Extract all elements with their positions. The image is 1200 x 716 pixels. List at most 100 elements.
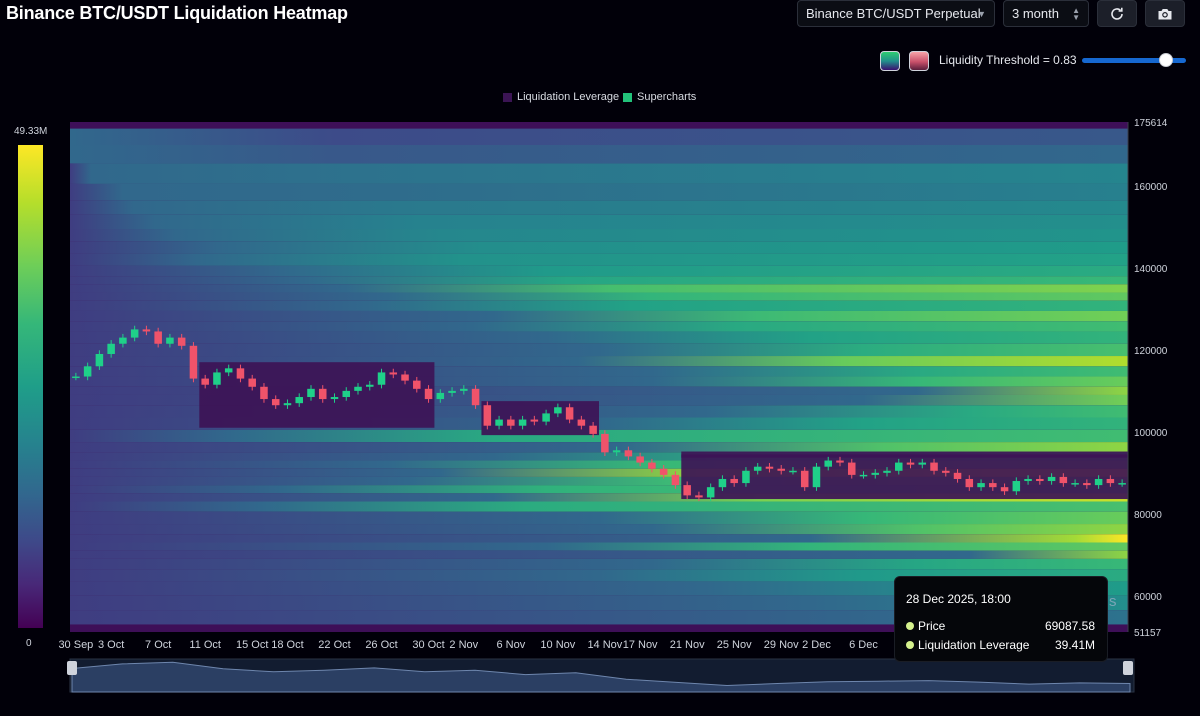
liquidation-band xyxy=(70,276,1128,285)
legend-swatch xyxy=(623,92,632,102)
liquidation-band xyxy=(70,300,1128,311)
candle-body xyxy=(1036,478,1044,482)
x-tick-label: 22 Oct xyxy=(318,639,350,651)
x-tick-label: 7 Oct xyxy=(145,639,171,651)
candle-body xyxy=(436,392,445,400)
liquidated-zone xyxy=(199,362,435,428)
candle-body xyxy=(1012,481,1021,492)
exchange-select-value: Binance BTC/USDT Perpetual xyxy=(806,6,981,21)
liquidation-band xyxy=(70,468,1128,477)
liquidation-band xyxy=(70,485,1128,494)
candle-body xyxy=(812,466,821,488)
screenshot-button[interactable] xyxy=(1145,0,1185,27)
candle-body xyxy=(1094,478,1103,486)
candle-body xyxy=(895,462,903,471)
range-select[interactable]: 3 month ▲ ▼ xyxy=(1003,0,1089,27)
liquidated-zone xyxy=(681,454,1128,500)
candle-body xyxy=(977,483,985,488)
candle-body xyxy=(283,403,292,406)
tooltip-row-price: Price 69087.58 xyxy=(906,619,1095,633)
candle-body xyxy=(930,462,938,471)
liquidation-band xyxy=(70,386,1128,395)
candle-body xyxy=(460,388,468,391)
liquidation-band xyxy=(70,284,1128,293)
candle-body xyxy=(718,478,727,488)
candle-body xyxy=(107,343,115,354)
legend-item-liquidation-leverage[interactable]: Liquidation Leverage xyxy=(503,91,619,103)
liquidity-threshold-thumb[interactable] xyxy=(1159,53,1173,67)
candle-body xyxy=(753,466,762,471)
candle-body xyxy=(565,407,574,420)
candle-body xyxy=(671,474,680,486)
liquidation-band xyxy=(70,460,1128,469)
candle-body xyxy=(824,460,832,467)
candle-body xyxy=(612,450,621,453)
candle-body xyxy=(260,386,268,400)
y-tick-label: 140000 xyxy=(1134,264,1168,275)
hover-tooltip: 28 Dec 2025, 18:00 Price 69087.58 Liquid… xyxy=(894,576,1108,662)
candle-body xyxy=(542,413,550,422)
colorbar-min-label: 0 xyxy=(26,638,32,649)
y-tick-label: 120000 xyxy=(1134,346,1168,357)
x-tick-label: 6 Nov xyxy=(496,639,525,651)
candle-body xyxy=(483,405,492,426)
liquidation-band xyxy=(70,366,1128,377)
candle-body xyxy=(906,462,915,465)
colorbar xyxy=(18,145,43,628)
candle-body xyxy=(1083,483,1091,486)
liquidity-threshold-slider[interactable] xyxy=(1082,58,1186,63)
candle-body xyxy=(871,472,880,475)
liquidation-band xyxy=(70,542,1128,551)
candle-body xyxy=(413,380,421,389)
candle-body xyxy=(1106,478,1115,484)
candle-body xyxy=(424,388,433,400)
refresh-button[interactable] xyxy=(1097,0,1137,27)
y-tick-label: 100000 xyxy=(1134,428,1168,439)
candle-body xyxy=(695,495,703,498)
tooltip-time: 28 Dec 2025, 18:00 xyxy=(906,592,1011,606)
heatmap-colorscale-green-toggle[interactable] xyxy=(880,51,900,71)
navigator-handle-right[interactable] xyxy=(1123,661,1133,675)
liquidation-band xyxy=(70,442,1128,453)
candle-body xyxy=(859,474,868,477)
liquidity-threshold-label: Liquidity Threshold = 0.83 xyxy=(939,53,1077,67)
x-tick-label: 21 Nov xyxy=(670,639,705,651)
candle-body xyxy=(730,478,738,484)
navigator-series xyxy=(71,661,1131,693)
candle-body xyxy=(271,399,280,406)
candle-body xyxy=(577,419,586,426)
liquidation-band xyxy=(70,610,1128,625)
exchange-select[interactable]: Binance BTC/USDT Perpetual ▼ xyxy=(797,0,995,27)
liquidation-band xyxy=(70,163,1128,184)
candle-body xyxy=(800,470,809,488)
candle-body xyxy=(965,478,974,488)
candle-body xyxy=(330,397,339,400)
candle-body xyxy=(201,378,209,385)
x-tick-label: 18 Oct xyxy=(271,639,303,651)
x-tick-label: 2 Dec xyxy=(802,639,831,651)
candle-body xyxy=(777,468,785,471)
candle-body xyxy=(530,419,539,422)
liquidation-band xyxy=(70,429,1128,443)
liquidation-band xyxy=(70,581,1128,596)
candle-body xyxy=(354,386,362,391)
candle-body xyxy=(601,433,609,453)
caret-down-icon: ▼ xyxy=(977,8,986,19)
liquidation-band xyxy=(70,214,1128,230)
liquidation-band xyxy=(70,452,1128,461)
legend-item-supercharts[interactable]: Supercharts xyxy=(623,91,696,103)
watermark-fragment: s xyxy=(1109,593,1117,610)
candle-body xyxy=(177,337,186,346)
candle-body xyxy=(1024,478,1032,482)
candle-body xyxy=(554,407,562,414)
candle-body xyxy=(142,329,151,332)
x-tick-label: 11 Oct xyxy=(189,639,221,651)
x-tick-label: 6 Dec xyxy=(849,639,878,651)
candle-body xyxy=(72,376,80,379)
candle-body xyxy=(989,483,997,488)
candle-body xyxy=(1000,487,1009,492)
camera-icon xyxy=(1158,8,1172,19)
heatmap-colorscale-red-toggle[interactable] xyxy=(909,51,929,71)
navigator-handle-left[interactable] xyxy=(67,661,77,675)
